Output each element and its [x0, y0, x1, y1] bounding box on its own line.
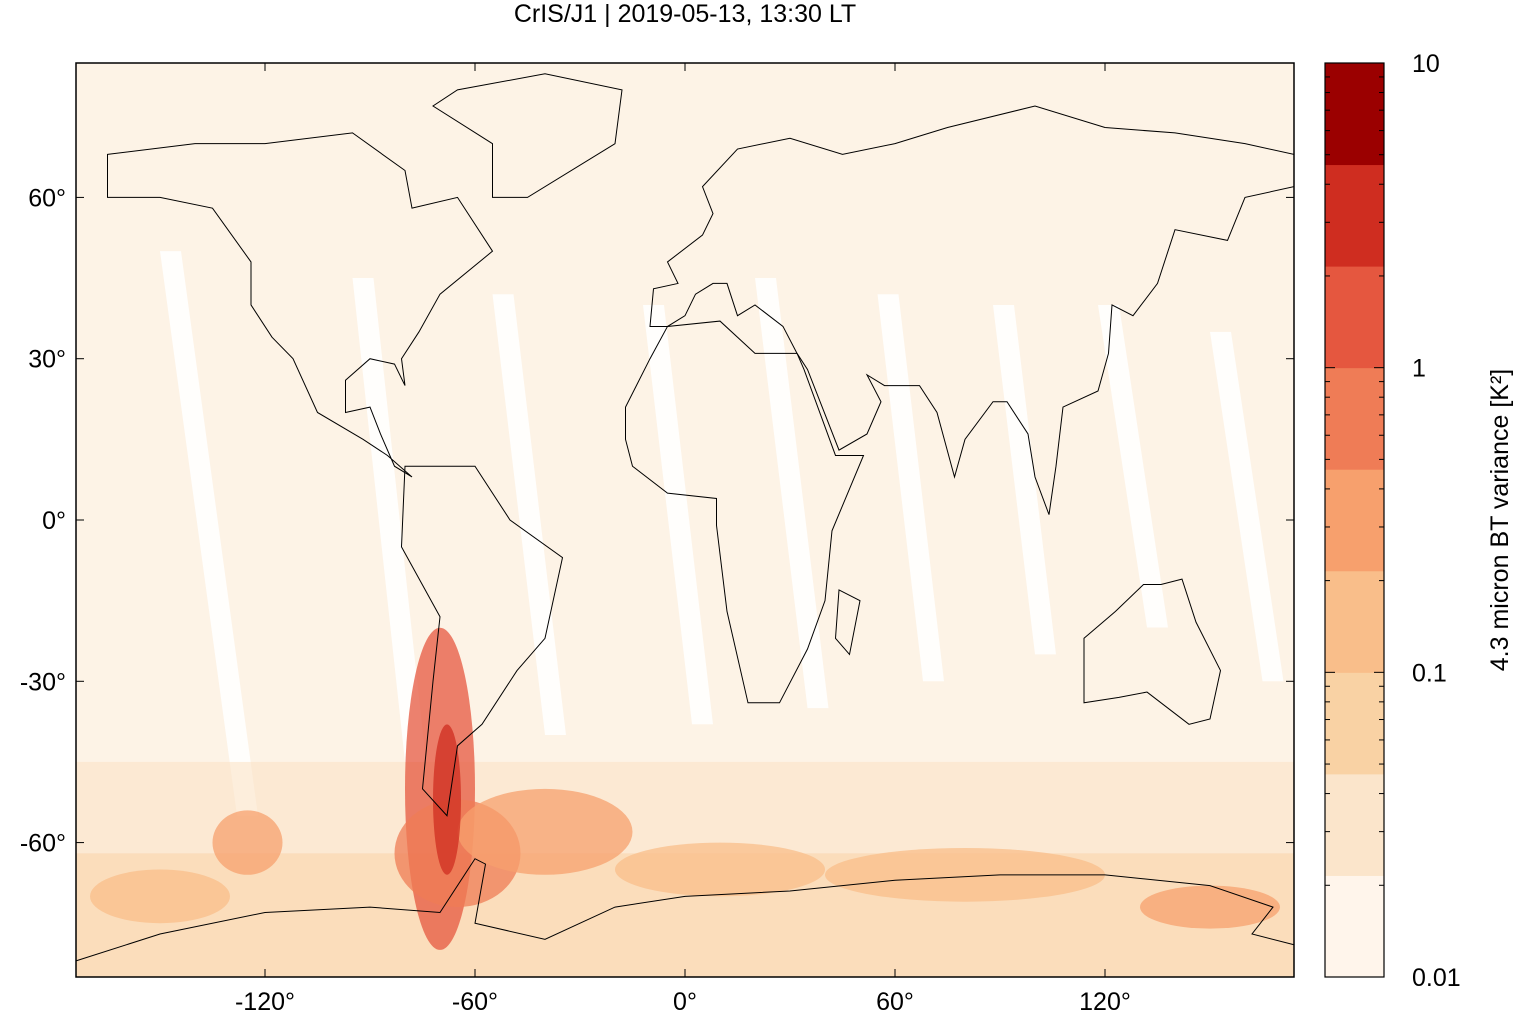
swath-gap	[877, 294, 944, 682]
coastline	[400, 465, 564, 817]
x-tick-label: 60°	[876, 988, 914, 1016]
swath-gap	[1210, 331, 1284, 682]
coastline	[432, 73, 623, 198]
y-tick-label: -60°	[20, 830, 66, 858]
coastline	[107, 132, 494, 478]
variance-blob	[90, 869, 230, 924]
coastline	[1083, 578, 1222, 725]
swath-gap	[160, 251, 258, 816]
swath-gap	[352, 278, 426, 762]
swath-gap	[643, 304, 713, 725]
colorbar-tick-label: 1	[1412, 355, 1426, 383]
coastlines	[75, 73, 1295, 962]
y-tick-label: -30°	[20, 668, 66, 696]
variance-blob	[615, 842, 825, 897]
swath-gap	[755, 278, 829, 709]
colorbar-tick-label: 0.1	[1412, 659, 1447, 687]
colorbar-band	[1325, 875, 1384, 978]
colorbar-tick-label: 0.01	[1412, 964, 1461, 992]
x-tick-label: -120°	[235, 988, 295, 1016]
swath-gap	[993, 304, 1056, 655]
variance-blob	[825, 847, 1105, 902]
colorbar-tick-label: 10	[1412, 50, 1440, 78]
y-tick-label: 60°	[28, 184, 66, 212]
colorbar-band	[1325, 773, 1384, 876]
x-tick-label: 120°	[1079, 988, 1131, 1016]
x-tick-label: -60°	[452, 988, 498, 1016]
colorbar-band	[1325, 63, 1384, 166]
y-tick-label: 30°	[28, 346, 66, 374]
coastline	[834, 589, 861, 656]
colorbar-band	[1325, 469, 1384, 572]
colorbar-band	[1325, 266, 1384, 369]
variance-blob	[457, 788, 633, 875]
y-tick-label: 0°	[42, 507, 66, 535]
swath-gap	[1098, 304, 1168, 628]
variance-blob	[212, 810, 283, 875]
data-field	[76, 63, 1294, 977]
colorbar-frame	[1324, 62, 1385, 978]
colorbar-label: 4.3 micron BT variance [K²]	[1486, 369, 1514, 671]
coastline	[649, 105, 1295, 515]
chart-title: CrIS/J1 | 2019-05-13, 13:30 LT	[514, 0, 856, 28]
variance-blob	[1140, 885, 1280, 929]
coastline	[625, 320, 865, 704]
coastline	[75, 858, 1295, 962]
colorbar-band	[1325, 164, 1384, 267]
variance-blob	[433, 724, 461, 875]
colorbar-band	[1325, 367, 1384, 470]
colorbar-band	[1325, 672, 1384, 775]
colorbar-band	[1325, 570, 1384, 673]
x-tick-label: 0°	[673, 988, 697, 1016]
